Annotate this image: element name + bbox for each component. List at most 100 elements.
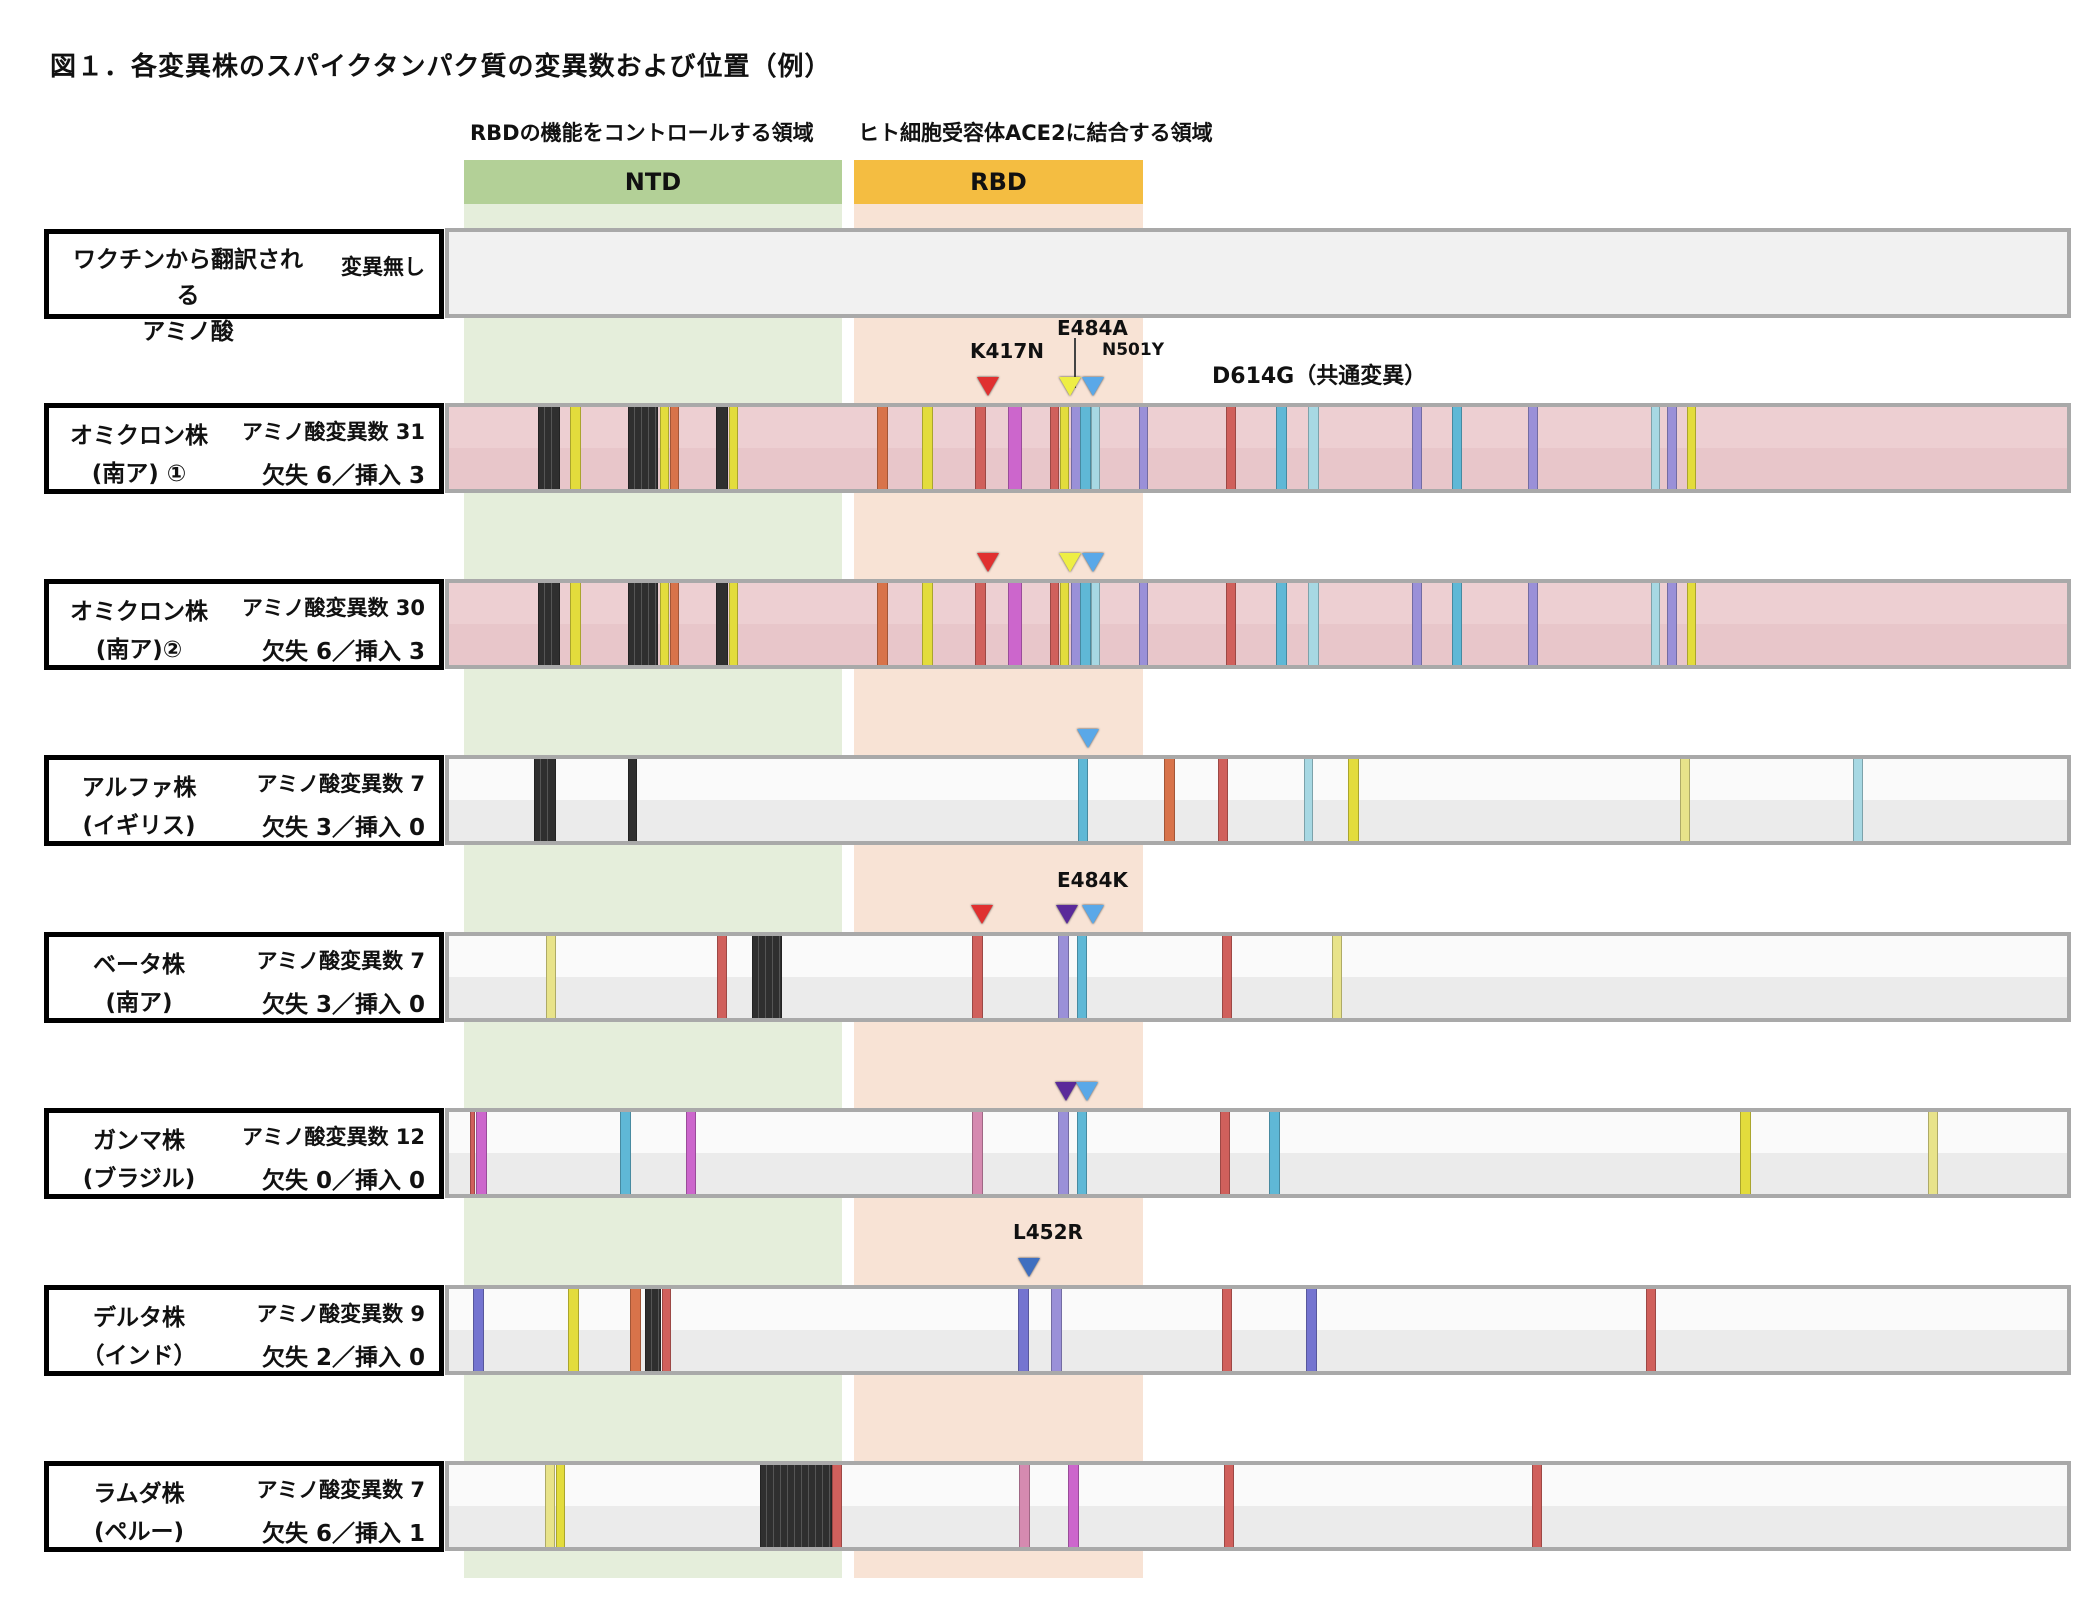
mutation-mark [760,1465,832,1547]
mutation-mark [1528,407,1538,489]
mutation-mark [922,407,933,489]
mutation-mark-stripe [634,583,635,665]
mutation-mark [1646,1289,1656,1371]
mutation-mark [1308,407,1319,489]
mutation-mark [716,407,728,489]
mutation-mark [1139,407,1148,489]
mutation-mark-stripe [544,407,545,489]
variant-label-box: ラムダ株 (ペルー) アミノ酸変異数 7 欠失 6／挿入 1 [44,1461,444,1552]
variant-indel-count: 欠失 2／挿入 0 [261,1345,425,1371]
bar-upper-half [449,759,2067,800]
mutation-mark [1060,583,1069,665]
variant-name: ベータ株 [93,952,185,978]
mutation-mark [1080,407,1091,489]
mutation-mark [1532,1465,1542,1547]
mutation-mark-stripe [801,1465,802,1547]
variant-origin: (南ア) ① [91,461,187,487]
variant-sequence-bar [445,579,2071,669]
mutation-mark [832,1465,842,1547]
mutation-mark [1306,1289,1317,1371]
variant-name: アルファ株 [81,775,197,801]
mutation-mark-stripe [765,936,766,1018]
mutation-marker-triangle [1055,1082,1077,1101]
mutation-mark-stripe [815,1465,816,1547]
variant-label-box: オミクロン株 (南ア) ① アミノ酸変異数 31 欠失 6／挿入 3 [44,403,444,494]
mutation-mark [1304,759,1313,841]
mutation-mark [729,583,738,665]
mutation-mark-stripe [655,583,656,665]
bar-lower-half [449,448,2067,489]
mutation-mark-stripe [540,759,541,841]
reference-note: 変異無し [341,255,425,279]
mutation-mark [1687,407,1696,489]
mutation-mark [1019,1465,1030,1547]
mutation-mark [1078,759,1088,841]
mutation-mark [620,1112,631,1194]
mutation-mark [1218,759,1228,841]
variant-sequence-bar [445,755,2071,845]
mutation-mark [1139,583,1148,665]
mutation-mark [662,1289,671,1371]
mutation-mark-stripe [780,1465,781,1547]
mutation-mark [1068,1465,1079,1547]
mutation-mark [1348,759,1359,841]
mutation-mark [1051,1289,1062,1371]
bar-lower-half [449,1153,2067,1194]
mutation-mark [628,759,637,841]
annotation-k417n: K417N [970,339,1044,363]
mutation-mark-stripe [766,1465,767,1547]
mutation-mark [1667,583,1677,665]
bar-lower-half [449,1330,2067,1371]
mutation-mark [1651,583,1660,665]
annotation-l452r: L452R [1013,1220,1083,1244]
variant-label-box: ガンマ株 (ブラジル) アミノ酸変異数 12 欠失 0／挿入 0 [44,1108,444,1199]
mutation-mark [752,936,782,1018]
mutation-mark [1058,1112,1069,1194]
mutation-mark-stripe [547,759,548,841]
mutation-mark [630,1289,641,1371]
variant-mutation-count: アミノ酸変異数 12 [241,1125,425,1149]
mutation-mark [1224,1465,1234,1547]
variant-indel-count: 欠失 3／挿入 0 [261,992,425,1018]
mutation-mark [1164,759,1175,841]
mutation-mark [1452,407,1462,489]
figure-title: 図１．各変異株のスパイクタンパク質の変異数および位置（例） [50,52,832,82]
reference-label-box: ワクチンから翻訳される アミノ酸 変異無し [44,229,444,345]
mutation-mark [660,407,669,489]
mutation-mark [1226,407,1236,489]
mutation-mark-stripe [758,936,759,1018]
mutation-marker-triangle [977,553,999,572]
bar-lower-half [449,624,2067,665]
mutation-mark [660,583,669,665]
mutation-mark-stripe [773,1465,774,1547]
variant-indel-count: 欠失 0／挿入 0 [261,1168,425,1194]
mutation-mark [1008,407,1022,489]
variant-mutation-count: アミノ酸変異数 31 [241,420,425,444]
mutation-mark-stripe [808,1465,809,1547]
mutation-mark [1928,1112,1938,1194]
variant-name: ラムダ株 [93,1481,185,1507]
mutation-mark [473,1289,484,1371]
mutation-marker-triangle [1077,729,1099,748]
bar-lower-half [449,977,2067,1018]
variant-origin: （インド） [81,1343,197,1369]
bar-upper-half [449,583,2067,624]
mutation-mark-stripe [779,936,780,1018]
mutation-mark [1276,583,1287,665]
mutation-marker-triangle [1059,377,1081,396]
mutation-mark-stripe [648,583,649,665]
mutation-mark [717,936,727,1018]
mutation-mark [476,1112,487,1194]
e484a-leader-line [1074,338,1076,388]
mutation-mark-stripe [822,1465,823,1547]
mutation-mark-stripe [658,1289,659,1371]
mutation-marker-triangle [977,377,999,396]
variant-origin: (イギリス) [82,813,196,839]
mutation-mark-stripe [634,407,635,489]
mutation-mark [645,1289,661,1371]
mutation-mark-stripe [551,407,552,489]
annotation-n501y: N501Y [1102,340,1165,360]
variant-mutation-count: アミノ酸変異数 9 [256,1302,425,1326]
mutation-marker-triangle [1056,905,1078,924]
mutation-mark [1008,583,1022,665]
